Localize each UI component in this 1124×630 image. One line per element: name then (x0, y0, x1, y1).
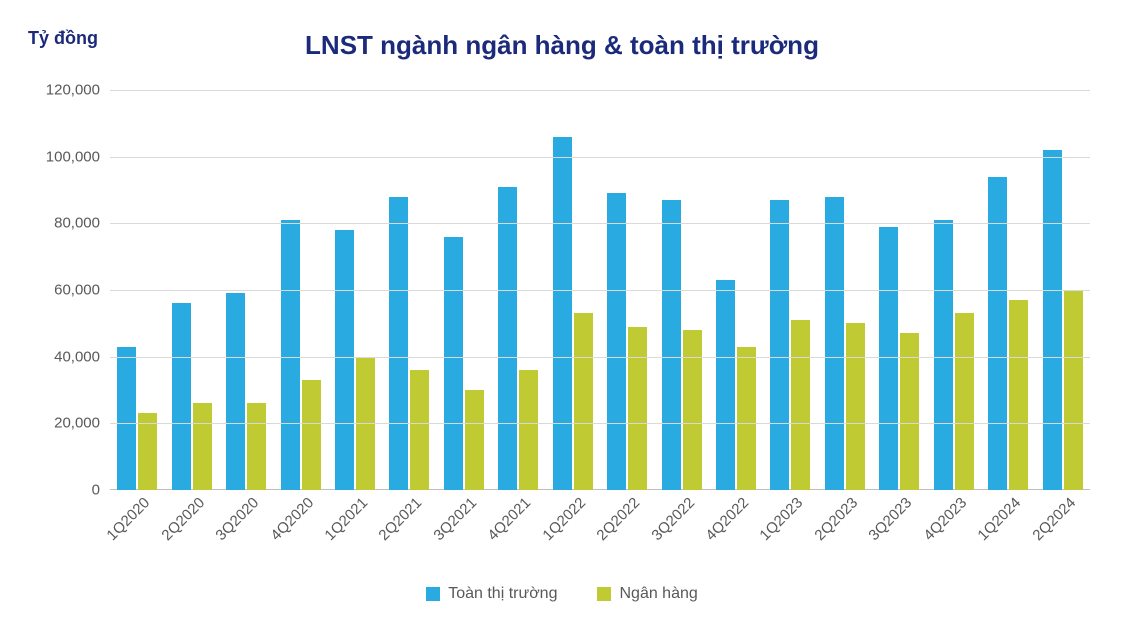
bar (498, 187, 517, 490)
bar (172, 303, 191, 490)
legend-swatch (597, 587, 611, 601)
bar (791, 320, 810, 490)
bar (628, 327, 647, 490)
bar (662, 200, 681, 490)
bar (465, 390, 484, 490)
x-tick-label: 1Q2020 (104, 494, 154, 544)
chart-container: Tỷ đồng LNST ngành ngân hàng & toàn thị … (0, 0, 1124, 630)
y-tick-label: 40,000 (54, 348, 100, 365)
bar (553, 137, 572, 490)
bar (519, 370, 538, 490)
y-tick-label: 100,000 (46, 148, 100, 165)
x-tick-label: 3Q2022 (648, 494, 698, 544)
x-tick-label: 1Q2023 (757, 494, 807, 544)
x-tick-label: 3Q2023 (866, 494, 916, 544)
x-tick-label: 2Q2024 (1029, 494, 1079, 544)
bar (737, 347, 756, 490)
bar (846, 323, 865, 490)
bar (770, 200, 789, 490)
grid-line (110, 90, 1090, 91)
bar (955, 313, 974, 490)
x-tick-label: 4Q2023 (920, 494, 970, 544)
bar (444, 237, 463, 490)
x-tick-label: 4Q2021 (485, 494, 535, 544)
x-tick-label: 2Q2023 (811, 494, 861, 544)
bar (825, 197, 844, 490)
bar (226, 293, 245, 490)
x-tick-label: 4Q2022 (703, 494, 753, 544)
bar (302, 380, 321, 490)
y-tick-label: 120,000 (46, 82, 100, 99)
x-tick-label: 1Q2022 (539, 494, 589, 544)
x-tick-label: 2Q2021 (376, 494, 426, 544)
y-tick-label: 60,000 (54, 282, 100, 299)
bar (1064, 290, 1083, 490)
legend-item: Ngân hàng (597, 585, 697, 603)
x-tick-label: 1Q2024 (975, 494, 1025, 544)
bar (683, 330, 702, 490)
x-tick-label: 2Q2020 (158, 494, 208, 544)
bar (879, 227, 898, 490)
bar (389, 197, 408, 490)
bar (247, 403, 266, 490)
plot-area: 1Q20202Q20203Q20204Q20201Q20212Q20213Q20… (110, 90, 1090, 490)
x-tick-label: 2Q2022 (594, 494, 644, 544)
grid-line (110, 223, 1090, 224)
bar (138, 413, 157, 490)
legend-label: Ngân hàng (619, 585, 697, 603)
x-tick-label: 3Q2020 (213, 494, 263, 544)
grid-line (110, 290, 1090, 291)
y-tick-label: 80,000 (54, 215, 100, 232)
bar (117, 347, 136, 490)
x-tick-label: 3Q2021 (430, 494, 480, 544)
bar (716, 280, 735, 490)
bar (574, 313, 593, 490)
bar (1043, 150, 1062, 490)
y-tick-label: 20,000 (54, 415, 100, 432)
bar (1009, 300, 1028, 490)
grid-line (110, 423, 1090, 424)
grid-line (110, 357, 1090, 358)
chart-title: LNST ngành ngân hàng & toàn thị trường (0, 30, 1124, 61)
bar (193, 403, 212, 490)
bar (410, 370, 429, 490)
legend: Toàn thị trường Ngân hàng (0, 585, 1124, 603)
legend-item: Toàn thị trường (426, 585, 557, 603)
legend-swatch (426, 587, 440, 601)
bar (335, 230, 354, 490)
bar (607, 193, 626, 490)
x-tick-label: 4Q2020 (267, 494, 317, 544)
legend-label: Toàn thị trường (448, 585, 557, 603)
grid-line (110, 157, 1090, 158)
bar (934, 220, 953, 490)
bar (281, 220, 300, 490)
x-tick-label: 1Q2021 (321, 494, 371, 544)
y-tick-label: 0 (92, 482, 100, 499)
